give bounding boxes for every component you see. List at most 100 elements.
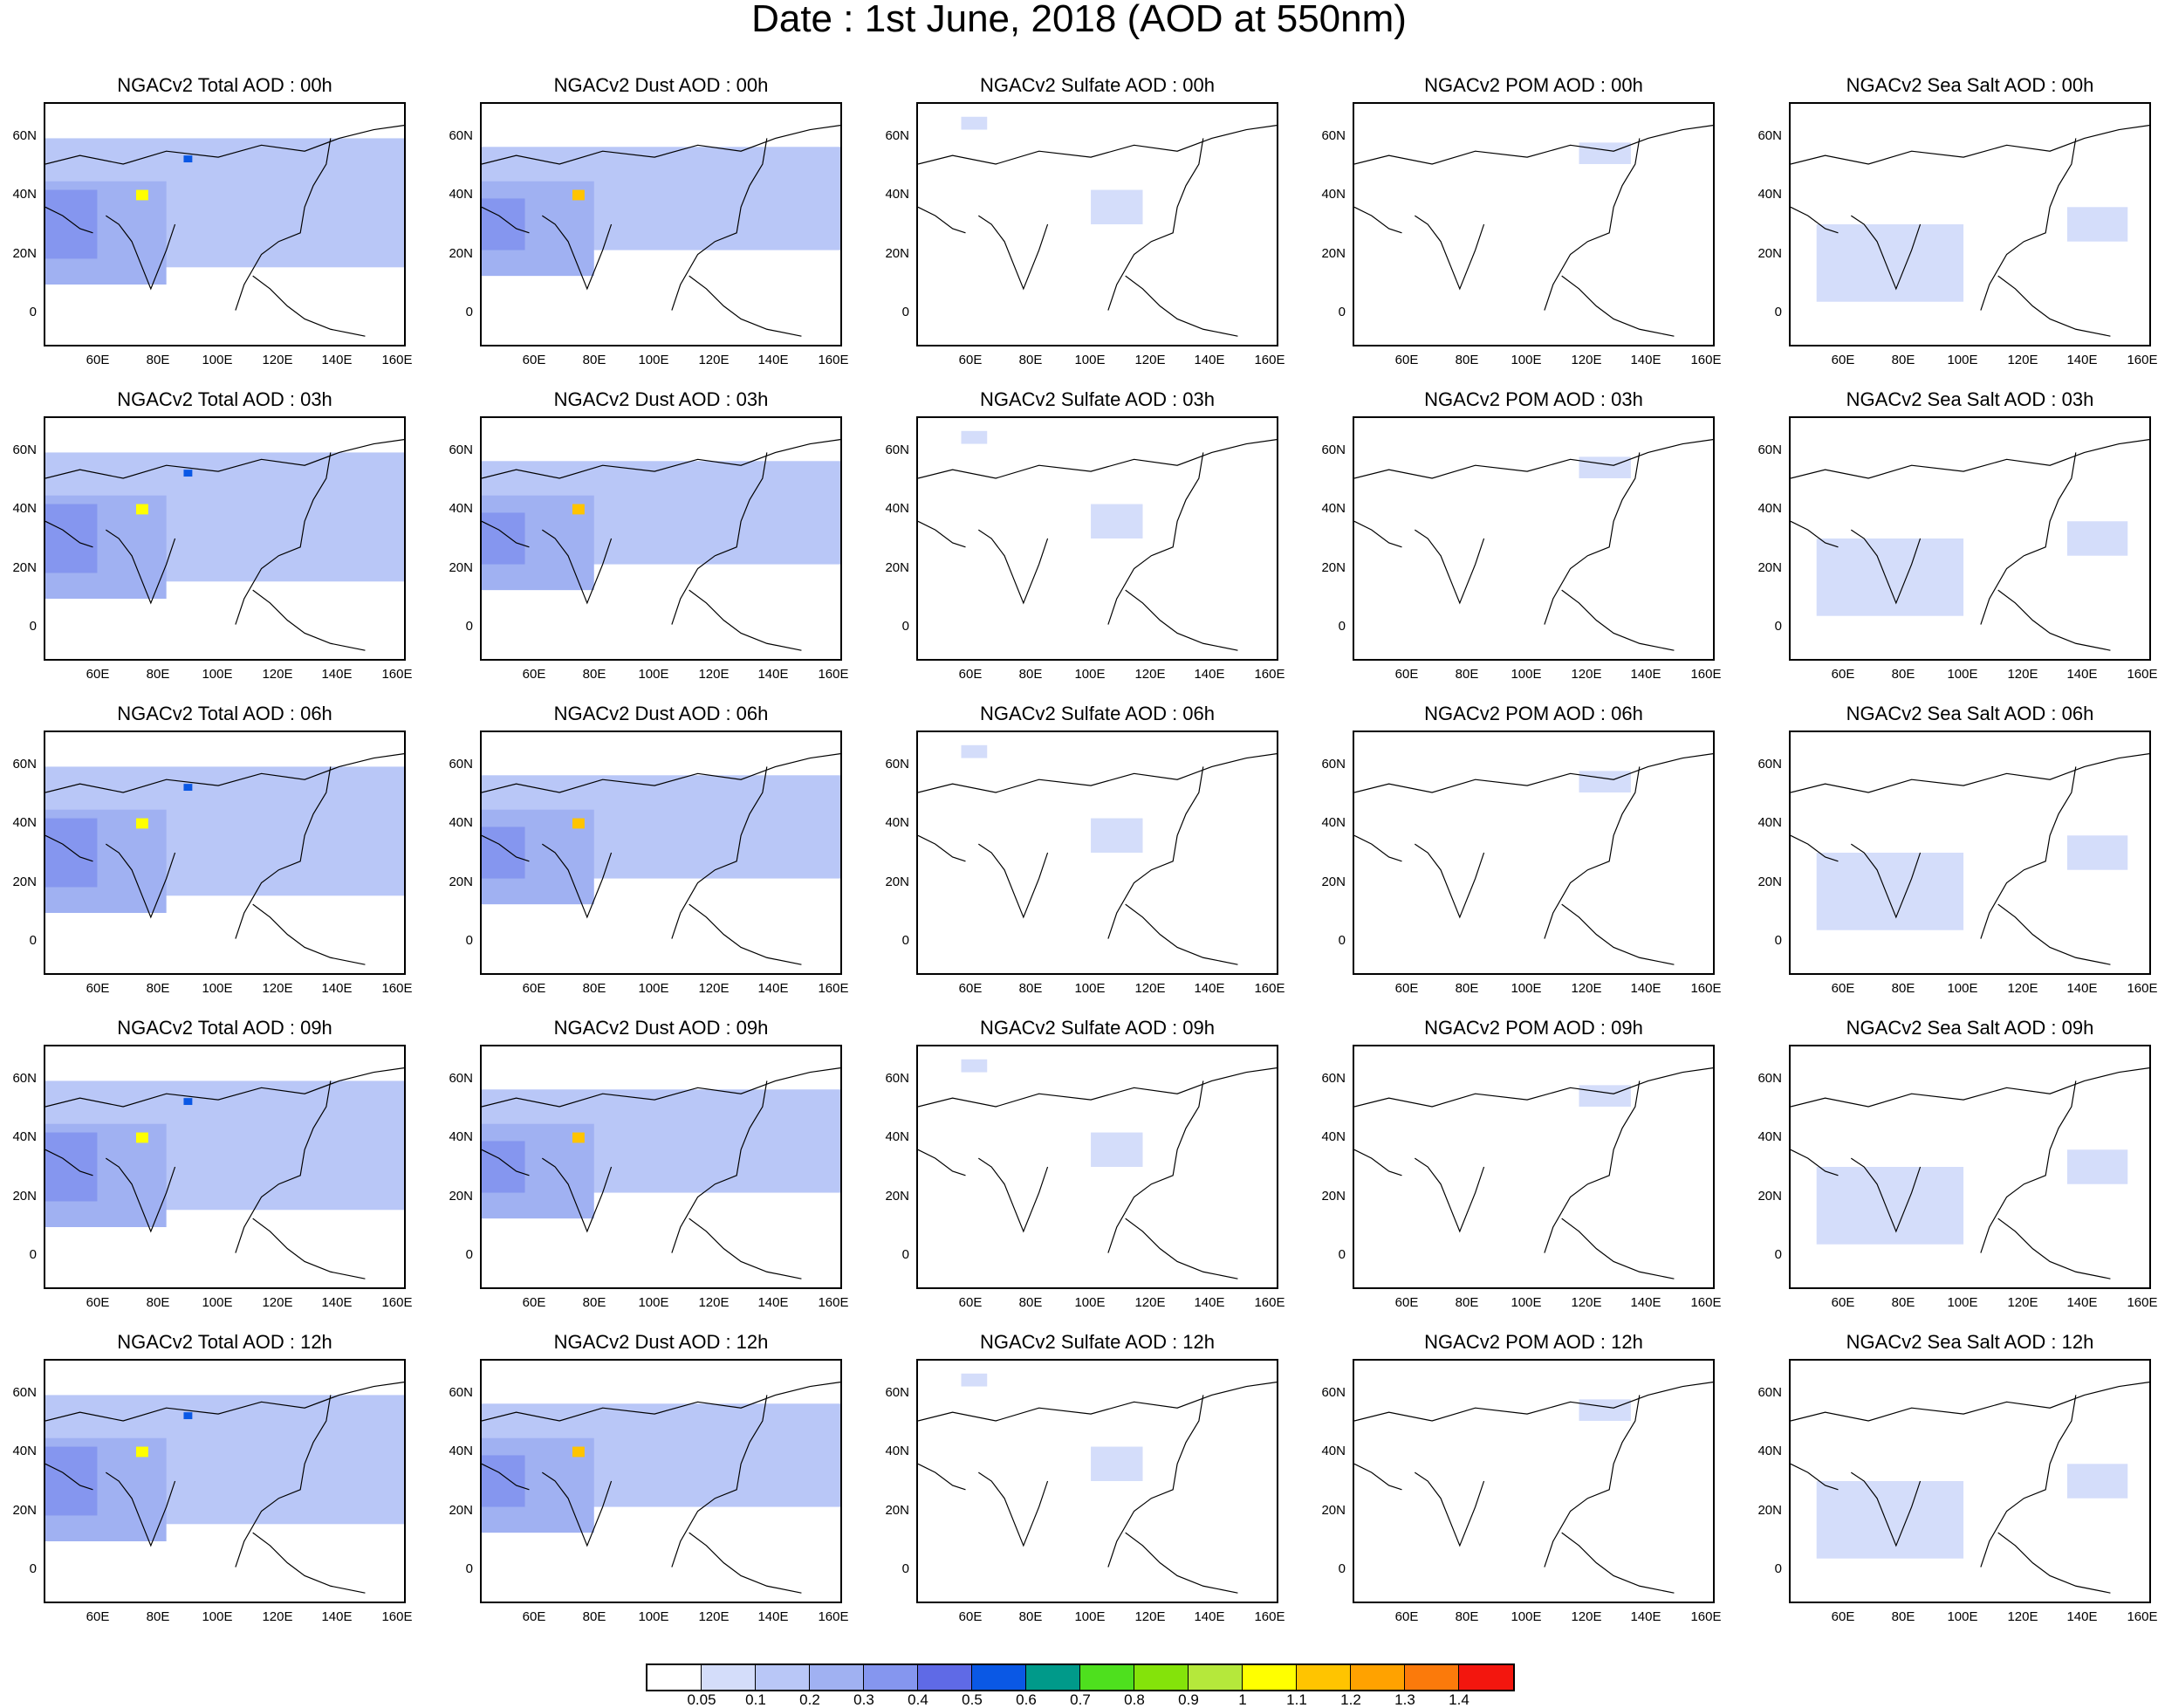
latitude-tick-label: 40N bbox=[12, 1129, 37, 1144]
longitude-tick-label: 60E bbox=[1394, 667, 1419, 682]
longitude-tick-label: 160E bbox=[818, 1609, 849, 1624]
colorbar-swatch bbox=[1134, 1665, 1189, 1690]
longitude-tick-label: 100E bbox=[202, 353, 233, 367]
longitude-tick-label: 80E bbox=[582, 667, 606, 682]
longitude-tick-label: 120E bbox=[2007, 981, 2038, 996]
longitude-tick-label: 80E bbox=[1455, 1609, 1479, 1624]
longitude-tick-label: 60E bbox=[958, 667, 983, 682]
longitude-tick-label: 120E bbox=[1571, 1295, 1602, 1310]
latitude-tick-label: 40N bbox=[1757, 501, 1782, 516]
longitude-tick-label: 100E bbox=[1511, 981, 1542, 996]
panel-title: NGACv2 Dust AOD : 06h bbox=[553, 703, 769, 724]
longitude-tick-label: 140E bbox=[321, 667, 353, 682]
longitude-tick-label: 140E bbox=[757, 981, 789, 996]
map-panel: NGACv2 POM AOD : 09h 60N 40N 20N 0 60E 80E 100E… bbox=[1309, 1017, 1745, 1331]
map-plot-area bbox=[1353, 416, 1715, 661]
longitude-tick-label: 100E bbox=[638, 1609, 669, 1624]
longitude-tick-label: 100E bbox=[1074, 1609, 1106, 1624]
longitude-tick-label: 60E bbox=[522, 981, 546, 996]
longitude-tick-label: 100E bbox=[1511, 1295, 1542, 1310]
longitude-tick-label: 100E bbox=[1511, 353, 1542, 367]
latitude-tick-label: 60N bbox=[12, 1071, 37, 1086]
latitude-tick-label: 20N bbox=[449, 560, 473, 575]
map-panel: NGACv2 Sulfate AOD : 03h 60N 40N 20N 0 60E 80E… bbox=[873, 388, 1309, 703]
map-panel: NGACv2 POM AOD : 12h 60N 40N 20N 0 60E 80E 100E… bbox=[1309, 1331, 1745, 1645]
map-plot-area bbox=[916, 1045, 1278, 1289]
latitude-tick-label: 0 bbox=[29, 1561, 37, 1576]
longitude-tick-label: 100E bbox=[202, 1609, 233, 1624]
latitude-tick-label: 40N bbox=[449, 815, 473, 830]
longitude-tick-label: 100E bbox=[202, 981, 233, 996]
map-panel: NGACv2 Sea Salt AOD : 03h 60N 40N 20N 0 60E 80… bbox=[1745, 388, 2158, 703]
map-plot-area bbox=[1789, 731, 2151, 975]
longitude-tick-label: 120E bbox=[698, 353, 730, 367]
panel-title: NGACv2 Dust AOD : 03h bbox=[553, 388, 769, 410]
longitude-tick-label: 100E bbox=[638, 667, 669, 682]
panel-title: NGACv2 POM AOD : 06h bbox=[1424, 703, 1643, 724]
latitude-tick-label: 0 bbox=[1774, 305, 1782, 319]
map-plot-area bbox=[916, 102, 1278, 346]
latitude-tick-label: 0 bbox=[1338, 1561, 1346, 1576]
latitude-tick-label: 40N bbox=[1321, 1444, 1346, 1458]
latitude-tick-label: 0 bbox=[29, 933, 37, 948]
longitude-tick-label: 120E bbox=[2007, 1295, 2038, 1310]
longitude-tick-label: 160E bbox=[1254, 1295, 1285, 1310]
colorbar-tick-label: 1.2 bbox=[1340, 1691, 1361, 1708]
longitude-tick-label: 120E bbox=[262, 1295, 293, 1310]
longitude-tick-label: 80E bbox=[1891, 1295, 1915, 1310]
colorbar-tick-label: 0.8 bbox=[1124, 1691, 1145, 1708]
longitude-tick-label: 120E bbox=[262, 981, 293, 996]
map-panel: NGACv2 Dust AOD : 06h 60N 40N 20N 0 60E 80E 100… bbox=[436, 703, 873, 1017]
latitude-tick-label: 0 bbox=[465, 305, 473, 319]
longitude-tick-label: 60E bbox=[1394, 1295, 1419, 1310]
latitude-tick-label: 60N bbox=[1757, 128, 1782, 143]
longitude-tick-label: 60E bbox=[86, 1295, 110, 1310]
colorbar bbox=[646, 1663, 1515, 1691]
panel-title: NGACv2 Total AOD : 03h bbox=[117, 388, 332, 410]
longitude-tick-label: 140E bbox=[1194, 353, 1225, 367]
latitude-tick-label: 40N bbox=[1321, 501, 1346, 516]
longitude-tick-label: 80E bbox=[582, 353, 606, 367]
latitude-tick-label: 20N bbox=[12, 246, 37, 261]
colorbar-swatch bbox=[756, 1665, 810, 1690]
latitude-tick-label: 40N bbox=[885, 187, 909, 202]
longitude-tick-label: 100E bbox=[202, 667, 233, 682]
colorbar-tick-label: 0.05 bbox=[687, 1691, 716, 1708]
latitude-tick-label: 20N bbox=[885, 1503, 909, 1518]
latitude-tick-label: 40N bbox=[885, 1444, 909, 1458]
latitude-tick-label: 20N bbox=[449, 246, 473, 261]
longitude-tick-label: 160E bbox=[1254, 667, 1285, 682]
map-panel: NGACv2 Dust AOD : 00h 60N 40N 20N 0 60E 80E 100… bbox=[436, 74, 873, 388]
longitude-tick-label: 120E bbox=[1134, 981, 1166, 996]
longitude-tick-label: 140E bbox=[1630, 1609, 1661, 1624]
longitude-tick-label: 120E bbox=[2007, 353, 2038, 367]
panel-title: NGACv2 Total AOD : 06h bbox=[117, 703, 332, 724]
latitude-tick-label: 20N bbox=[885, 1189, 909, 1204]
latitude-tick-label: 20N bbox=[1757, 560, 1782, 575]
colorbar-tick-label: 0.7 bbox=[1070, 1691, 1091, 1708]
map-panel: NGACv2 Sulfate AOD : 00h 60N 40N 20N 0 60E 80E… bbox=[873, 74, 1309, 388]
panel-title: NGACv2 Sea Salt AOD : 06h bbox=[1846, 703, 2094, 724]
longitude-tick-label: 80E bbox=[582, 981, 606, 996]
latitude-tick-label: 20N bbox=[885, 560, 909, 575]
latitude-tick-label: 20N bbox=[1757, 1189, 1782, 1204]
colorbar-swatch bbox=[918, 1665, 972, 1690]
latitude-tick-label: 0 bbox=[1338, 305, 1346, 319]
longitude-tick-label: 140E bbox=[1630, 353, 1661, 367]
longitude-tick-label: 160E bbox=[2127, 981, 2158, 996]
map-plot-area bbox=[44, 102, 406, 346]
latitude-tick-label: 20N bbox=[449, 1503, 473, 1518]
colorbar-swatch bbox=[702, 1665, 756, 1690]
latitude-tick-label: 20N bbox=[449, 875, 473, 889]
map-panel: NGACv2 Dust AOD : 09h 60N 40N 20N 0 60E 80E 100… bbox=[436, 1017, 873, 1331]
latitude-tick-label: 60N bbox=[449, 128, 473, 143]
longitude-tick-label: 160E bbox=[1690, 981, 1722, 996]
latitude-tick-label: 40N bbox=[885, 815, 909, 830]
longitude-tick-label: 80E bbox=[1018, 667, 1043, 682]
longitude-tick-label: 160E bbox=[1690, 353, 1722, 367]
colorbar-tick-label: 1.1 bbox=[1286, 1691, 1307, 1708]
longitude-tick-label: 140E bbox=[2066, 1295, 2098, 1310]
map-plot-area bbox=[480, 102, 842, 346]
longitude-tick-label: 160E bbox=[1254, 981, 1285, 996]
